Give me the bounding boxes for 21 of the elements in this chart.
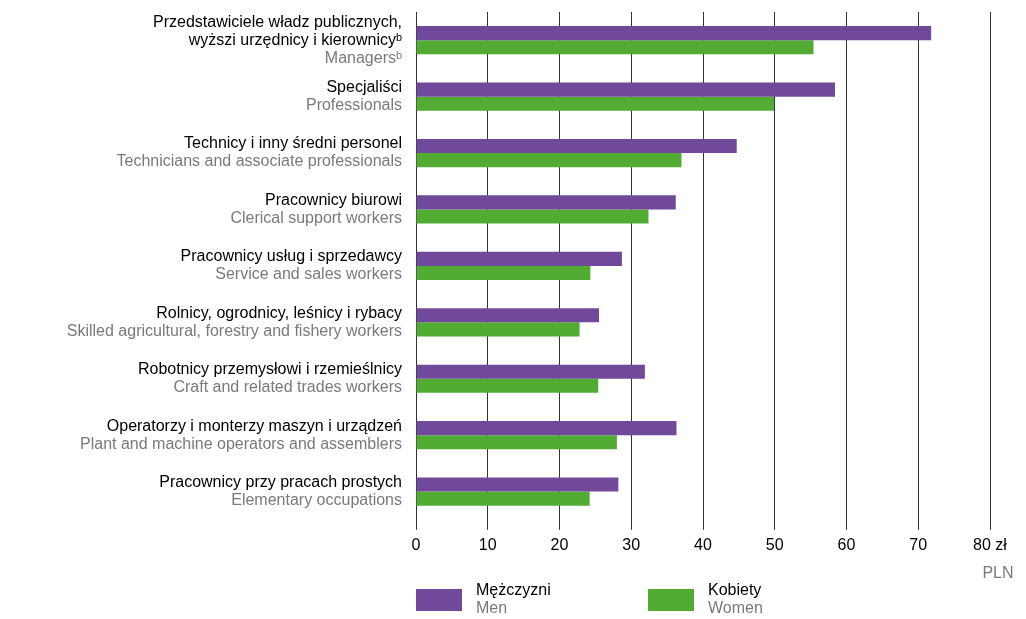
- y-tick-label: Operatorzy i monterzy maszyn i urządzeń Plant and machine operators and assemblers: [80, 416, 402, 452]
- y-tick-label: Pracownicy biurowi Clerical support workers: [230, 190, 402, 226]
- x-tick-label: 0: [411, 535, 421, 553]
- x-tick-label: 80 zł: [973, 535, 1008, 553]
- y-tick-label: Rolnicy, ogrodnicy, leśnicy i rybacy Skilled agricultural, forestry and fishery workers: [66, 303, 402, 339]
- x-tick-label: 10: [478, 535, 497, 553]
- legend-label: Mężczyzni Men: [476, 581, 551, 617]
- y-tick-label: Robotnicy przemysłowi i rzemieślnicy Craft and related trades workers: [137, 360, 402, 396]
- x-tick-label: 60: [837, 535, 856, 553]
- y-tick-label: Technicy i inny średni personel Technicians and associate professionals: [116, 134, 402, 170]
- x-tick-label: 20: [550, 535, 569, 553]
- legend-label: Kobiety Women: [708, 581, 763, 617]
- y-tick-label: Pracownicy przy pracach prostych Elementary occupations: [159, 473, 402, 508]
- y-tick-label: Pracownicy usług i sprzedawcy Service and sales workers: [180, 247, 402, 283]
- x-tick-label: 30: [622, 535, 641, 553]
- x-tick-label: 70: [909, 535, 928, 553]
- x-tick-label: 50: [765, 535, 784, 553]
- y-tick-label: Specjaliści Professionals: [305, 78, 402, 114]
- y-tick-label: Przedstawiciele władz publicznych, wyższi urzędnicy i kierownicyᵇ Managersᵇ: [153, 12, 402, 66]
- x-tick-label: 40: [694, 535, 712, 553]
- x-axis-title: PLN: [982, 564, 1014, 582]
